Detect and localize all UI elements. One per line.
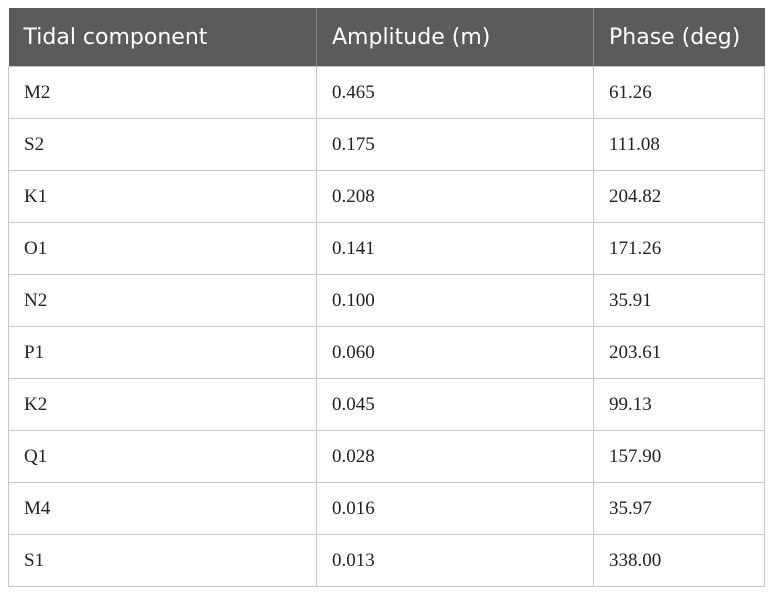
table-row: S2 0.175 111.08: [8, 118, 765, 171]
table-cell: 0.175: [316, 118, 594, 171]
table-row: M4 0.016 35.97: [8, 482, 765, 535]
table-cell: 35.97: [593, 482, 765, 535]
table-cell: 0.465: [316, 66, 594, 119]
table-row: N2 0.100 35.91: [8, 274, 765, 327]
table-row: O1 0.141 171.26: [8, 222, 765, 275]
header-cell: Amplitude (m): [316, 8, 594, 67]
table-cell: M2: [8, 66, 317, 119]
table-cell: 99.13: [593, 378, 765, 431]
table-cell: 157.90: [593, 430, 765, 483]
header-cell: Phase (deg): [593, 8, 765, 67]
table-row: P1 0.060 203.61: [8, 326, 765, 379]
table-cell: 0.060: [316, 326, 594, 379]
data-table: Tidal component Amplitude (m) Phase (deg) …: [8, 8, 765, 587]
table-cell: 338.00: [593, 534, 765, 587]
table-cell: 0.100: [316, 274, 594, 327]
table-cell: 0.028: [316, 430, 594, 483]
table-cell: M4: [8, 482, 317, 535]
table-cell: 111.08: [593, 118, 765, 171]
table-cell: 0.016: [316, 482, 594, 535]
table-body: M2 0.465 61.26 S2 0.175 111.08 K1 0.208 204.82 O1…: [8, 66, 765, 587]
table-cell: K1: [8, 170, 317, 223]
table-row: M2 0.465 61.26: [8, 66, 765, 119]
table-row: Q1 0.028 157.90: [8, 430, 765, 483]
table-cell: 171.26: [593, 222, 765, 275]
table-cell: 0.013: [316, 534, 594, 587]
table-row: K1 0.208 204.82: [8, 170, 765, 223]
table-cell: Q1: [8, 430, 317, 483]
table-cell: 204.82: [593, 170, 765, 223]
table-cell: O1: [8, 222, 317, 275]
table-cell: P1: [8, 326, 317, 379]
table-cell: 35.91: [593, 274, 765, 327]
table-cell: 61.26: [593, 66, 765, 119]
table-cell: 0.141: [316, 222, 594, 275]
table-cell: 0.208: [316, 170, 594, 223]
table-cell: S1: [8, 534, 317, 587]
table-row: S1 0.013 338.00: [8, 534, 765, 587]
table-cell: N2: [8, 274, 317, 327]
header-cell: Tidal component: [8, 8, 317, 67]
table-cell: K2: [8, 378, 317, 431]
table-cell: 203.61: [593, 326, 765, 379]
header-row: Tidal component Amplitude (m) Phase (deg): [8, 8, 765, 67]
table-header: Tidal component Amplitude (m) Phase (deg): [8, 8, 765, 67]
table-cell: 0.045: [316, 378, 594, 431]
table-cell: S2: [8, 118, 317, 171]
table-row: K2 0.045 99.13: [8, 378, 765, 431]
